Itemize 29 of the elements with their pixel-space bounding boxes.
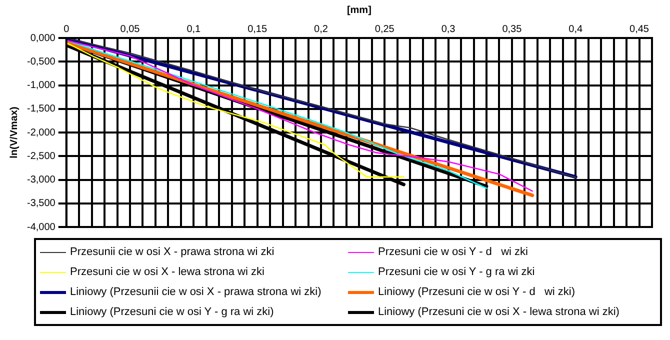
x-tick-label: 0,2 xyxy=(314,24,328,35)
legend-label: Przesuni cie w osi Y - d wi zki xyxy=(378,246,528,258)
y-axis-title: ln(V/Vmax) xyxy=(8,106,20,158)
y-tick-label: -3,500 xyxy=(26,198,56,210)
x-tick-label: 0,4 xyxy=(568,24,583,35)
y-tick-label: 0,000 xyxy=(30,32,56,44)
y-tick-label: -0,500 xyxy=(26,56,56,68)
x-tick-label: 0,15 xyxy=(248,24,268,35)
x-tick-label: 0,45 xyxy=(630,24,650,35)
y-tick-label: -2,000 xyxy=(26,127,56,138)
legend-label: Przesuni cie w osi X - lewa strona wi zki xyxy=(70,266,264,278)
legend-label: Przesunii cie w osi X - prawa strona wi zki xyxy=(70,246,274,258)
x-tick-label: 0,05 xyxy=(120,24,140,35)
x-axis-title: [mm] xyxy=(346,4,372,16)
legend-label: Liniowy (Przesunii cie w osi X - prawa strona wi zki) xyxy=(70,286,322,298)
x-tick-label: 0 xyxy=(64,24,70,35)
legend-label: Liniowy (Przesuni cie w osi X - lewa strona wi zki) xyxy=(378,306,620,318)
x-tick-label: 0,35 xyxy=(502,24,522,35)
y-tick-label: -2,500 xyxy=(26,150,56,162)
y-tick-label: -1,000 xyxy=(26,80,56,91)
x-tick-label: 0,25 xyxy=(374,24,395,35)
y-tick-label: -1,500 xyxy=(26,104,56,115)
x-tick-label: 0,1 xyxy=(186,24,202,35)
x-tick-label: 0,3 xyxy=(441,24,456,35)
y-tick-label: -4,000 xyxy=(26,222,56,233)
y-tick-label: -3,000 xyxy=(26,174,56,186)
legend-label: Liniowy (Przesuni cie w osi Y - g ra wi zki) xyxy=(70,306,274,318)
legend-label: Przesuni cie w osi Y - g ra wi zki xyxy=(378,266,535,278)
legend-label: Liniowy (Przesuni cie w osi Y - d wi zki) xyxy=(378,286,576,298)
